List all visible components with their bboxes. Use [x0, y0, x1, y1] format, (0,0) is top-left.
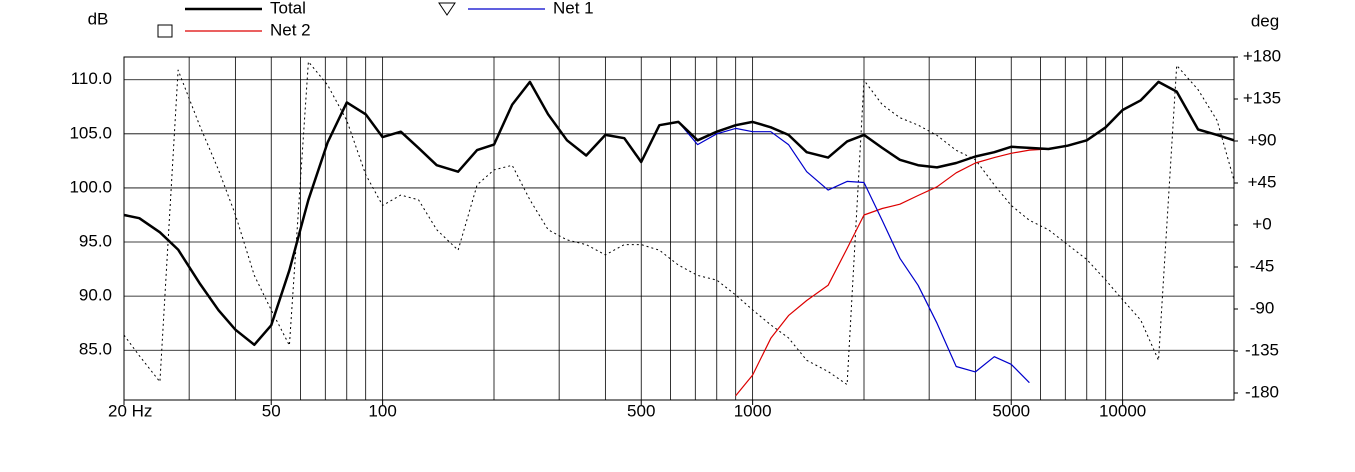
y2-tick-label: +0 [1252, 214, 1271, 233]
x-tick-label: 10000 [1099, 401, 1146, 420]
y-tick-label: 85.0 [79, 340, 112, 359]
y2-tick-label: -90 [1250, 298, 1275, 317]
y-tick-label: 110.0 [71, 69, 112, 88]
legend-marker [438, 2, 456, 16]
y2-tick-label: +90 [1248, 130, 1277, 149]
x-tick-label: 100 [368, 401, 396, 420]
legend-label: Net 1 [553, 0, 594, 17]
plot-frame [123, 56, 1235, 401]
data-line [123, 61, 1235, 386]
data-line [735, 81, 1235, 397]
x-tick-label: 20 Hz [108, 401, 152, 420]
x-tick-label: 500 [627, 401, 655, 420]
y2-axis-label: deg [1251, 11, 1279, 30]
legend-label: Net 2 [270, 20, 311, 39]
y-tick-label: 105.0 [69, 123, 112, 142]
y-axis-label: dB [88, 9, 109, 28]
y2-tick-label: +45 [1248, 172, 1277, 191]
y2-tick-label: +135 [1243, 88, 1281, 107]
y-tick-label: 90.0 [79, 286, 112, 305]
data-line [123, 80, 1235, 347]
y2-tick-label: +180 [1243, 46, 1281, 65]
y2-tick-label: -45 [1250, 256, 1275, 275]
y-tick-label: 100.0 [69, 177, 112, 196]
y-tick-label: 95.0 [79, 232, 112, 251]
x-tick-label: 5000 [992, 401, 1030, 420]
legend-marker [157, 24, 173, 38]
x-tick-label: 50 [262, 401, 281, 420]
x-tick-label: 1000 [734, 401, 772, 420]
legend-label: Total [270, 0, 306, 17]
y2-tick-label: -180 [1245, 382, 1279, 401]
y2-tick-label: -135 [1245, 340, 1279, 359]
